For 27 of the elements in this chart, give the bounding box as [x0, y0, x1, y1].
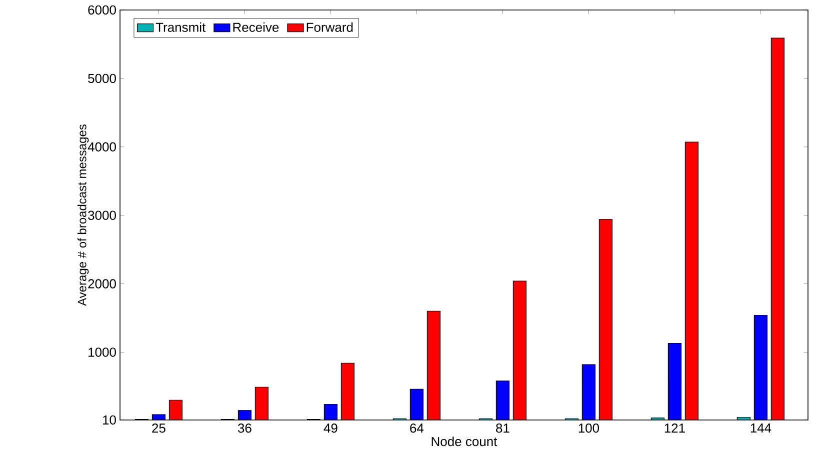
bar [496, 380, 510, 420]
y-tick-label: 10 [103, 415, 116, 425]
y-tick-label: 1000 [88, 348, 116, 357]
x-tick-label: 25 [152, 424, 166, 433]
bar [238, 410, 252, 420]
legend-label: Receive [233, 22, 279, 32]
x-tick-label: 64 [410, 424, 424, 433]
y-tick-label: 6000 [88, 5, 116, 15]
bar [754, 314, 768, 420]
y-tick-label: 3000 [88, 210, 116, 220]
x-tick-label: 144 [750, 424, 772, 432]
legend-label: Forward [306, 22, 353, 32]
bar [668, 343, 682, 420]
x-tick-label: 36 [238, 424, 252, 433]
legend-label: Transmit [156, 22, 206, 32]
bar [582, 364, 596, 420]
x-tick-label: 81 [496, 424, 510, 433]
y-tick-label: 5000 [88, 74, 116, 84]
bar [324, 404, 338, 420]
y-axis-title: Average # of broadcast messages [78, 124, 89, 306]
x-axis-title: Node count [432, 436, 498, 446]
y-tick-label: 4000 [88, 142, 116, 152]
x-tick-label: 100 [578, 424, 600, 433]
x-tick-label: 121 [664, 424, 685, 433]
bar [410, 388, 424, 420]
y-tick-label: 2000 [88, 279, 116, 288]
x-tick-label: 49 [324, 424, 338, 433]
